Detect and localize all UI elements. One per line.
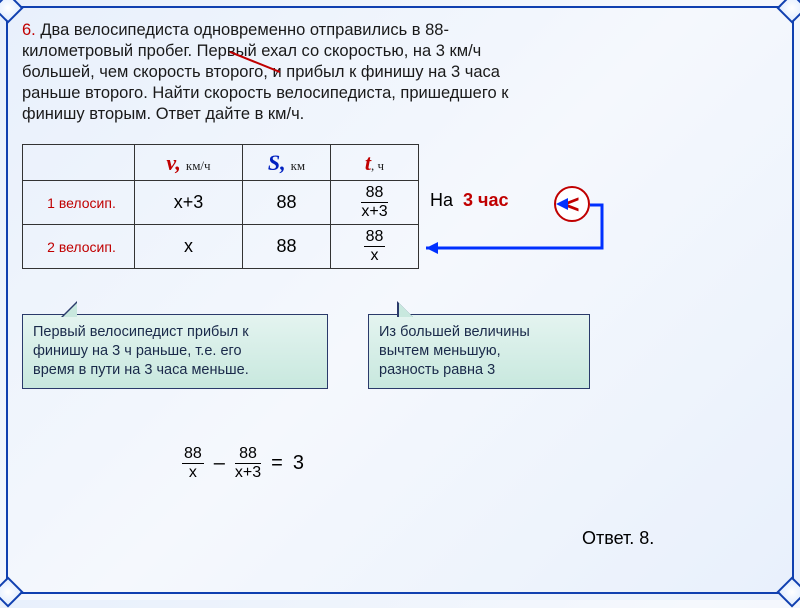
col-s: S, км <box>243 145 331 181</box>
data-table: v, км/ч S, км t, ч 1 велосип. x+3 88 88x… <box>22 144 419 269</box>
comparison-note: На 3 час <box>430 190 509 211</box>
answer: Ответ. 8. <box>582 528 654 549</box>
less-than-badge: < <box>554 186 590 222</box>
problem-number: 6. <box>22 21 36 39</box>
problem-text: 6. Два велосипедиста одновременно отправ… <box>22 20 778 126</box>
equation: 88x – 88x+3 = 3 <box>182 446 304 481</box>
col-t: t, ч <box>331 145 419 181</box>
callout-left: Первый велосипедист прибыл к финишу на 3… <box>22 314 328 389</box>
table-row: 1 велосип. x+3 88 88x+3 <box>23 181 419 225</box>
col-v: v, км/ч <box>135 145 243 181</box>
table-row: 2 велосип. x 88 88x <box>23 225 419 269</box>
callout-right: Из большей величины вычтем меньшую, разн… <box>368 314 590 389</box>
